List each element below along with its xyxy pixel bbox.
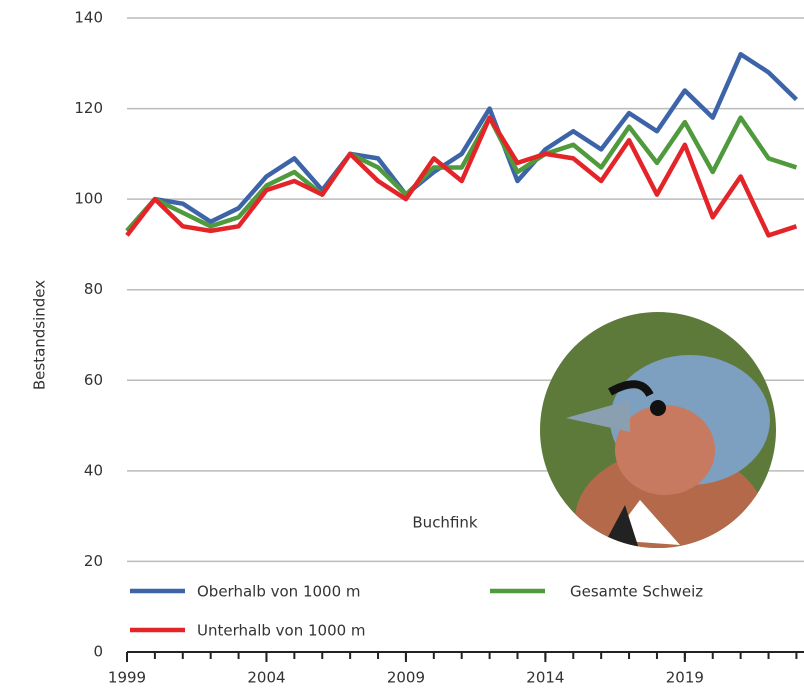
x-tick-label: 2019 — [666, 669, 704, 687]
legend-label: Gesamte Schweiz — [570, 583, 703, 601]
y-tick-label: 80 — [84, 280, 103, 298]
x-tick-label: 2009 — [387, 669, 425, 687]
line-series — [125, 51, 798, 233]
y-tick-label: 0 — [93, 643, 103, 661]
line-series — [125, 115, 798, 233]
y-tick-label: 40 — [84, 461, 103, 479]
x-tick-label: 1999 — [108, 669, 146, 687]
x-tick-label: 2004 — [247, 669, 285, 687]
y-tick-label: 140 — [74, 9, 103, 27]
y-axis-label: Bestandsindex — [31, 280, 49, 390]
y-tick-label: 20 — [84, 552, 103, 570]
bird-photo — [540, 312, 776, 548]
y-tick-label: 60 — [84, 371, 103, 389]
legend-label: Oberhalb von 1000 m — [197, 583, 361, 601]
annotation: Buchfink — [412, 514, 478, 532]
line-series — [125, 115, 798, 238]
legend-label: Unterhalb von 1000 m — [197, 622, 366, 640]
plot: 0 20 40 60 80 100 120 140 1999 2004 2009 2014 2019 — [74, 9, 804, 687]
x-tick-label: 2014 — [526, 669, 564, 687]
y-tick-label: 100 — [74, 190, 103, 208]
y-tick-label: 120 — [74, 99, 103, 117]
